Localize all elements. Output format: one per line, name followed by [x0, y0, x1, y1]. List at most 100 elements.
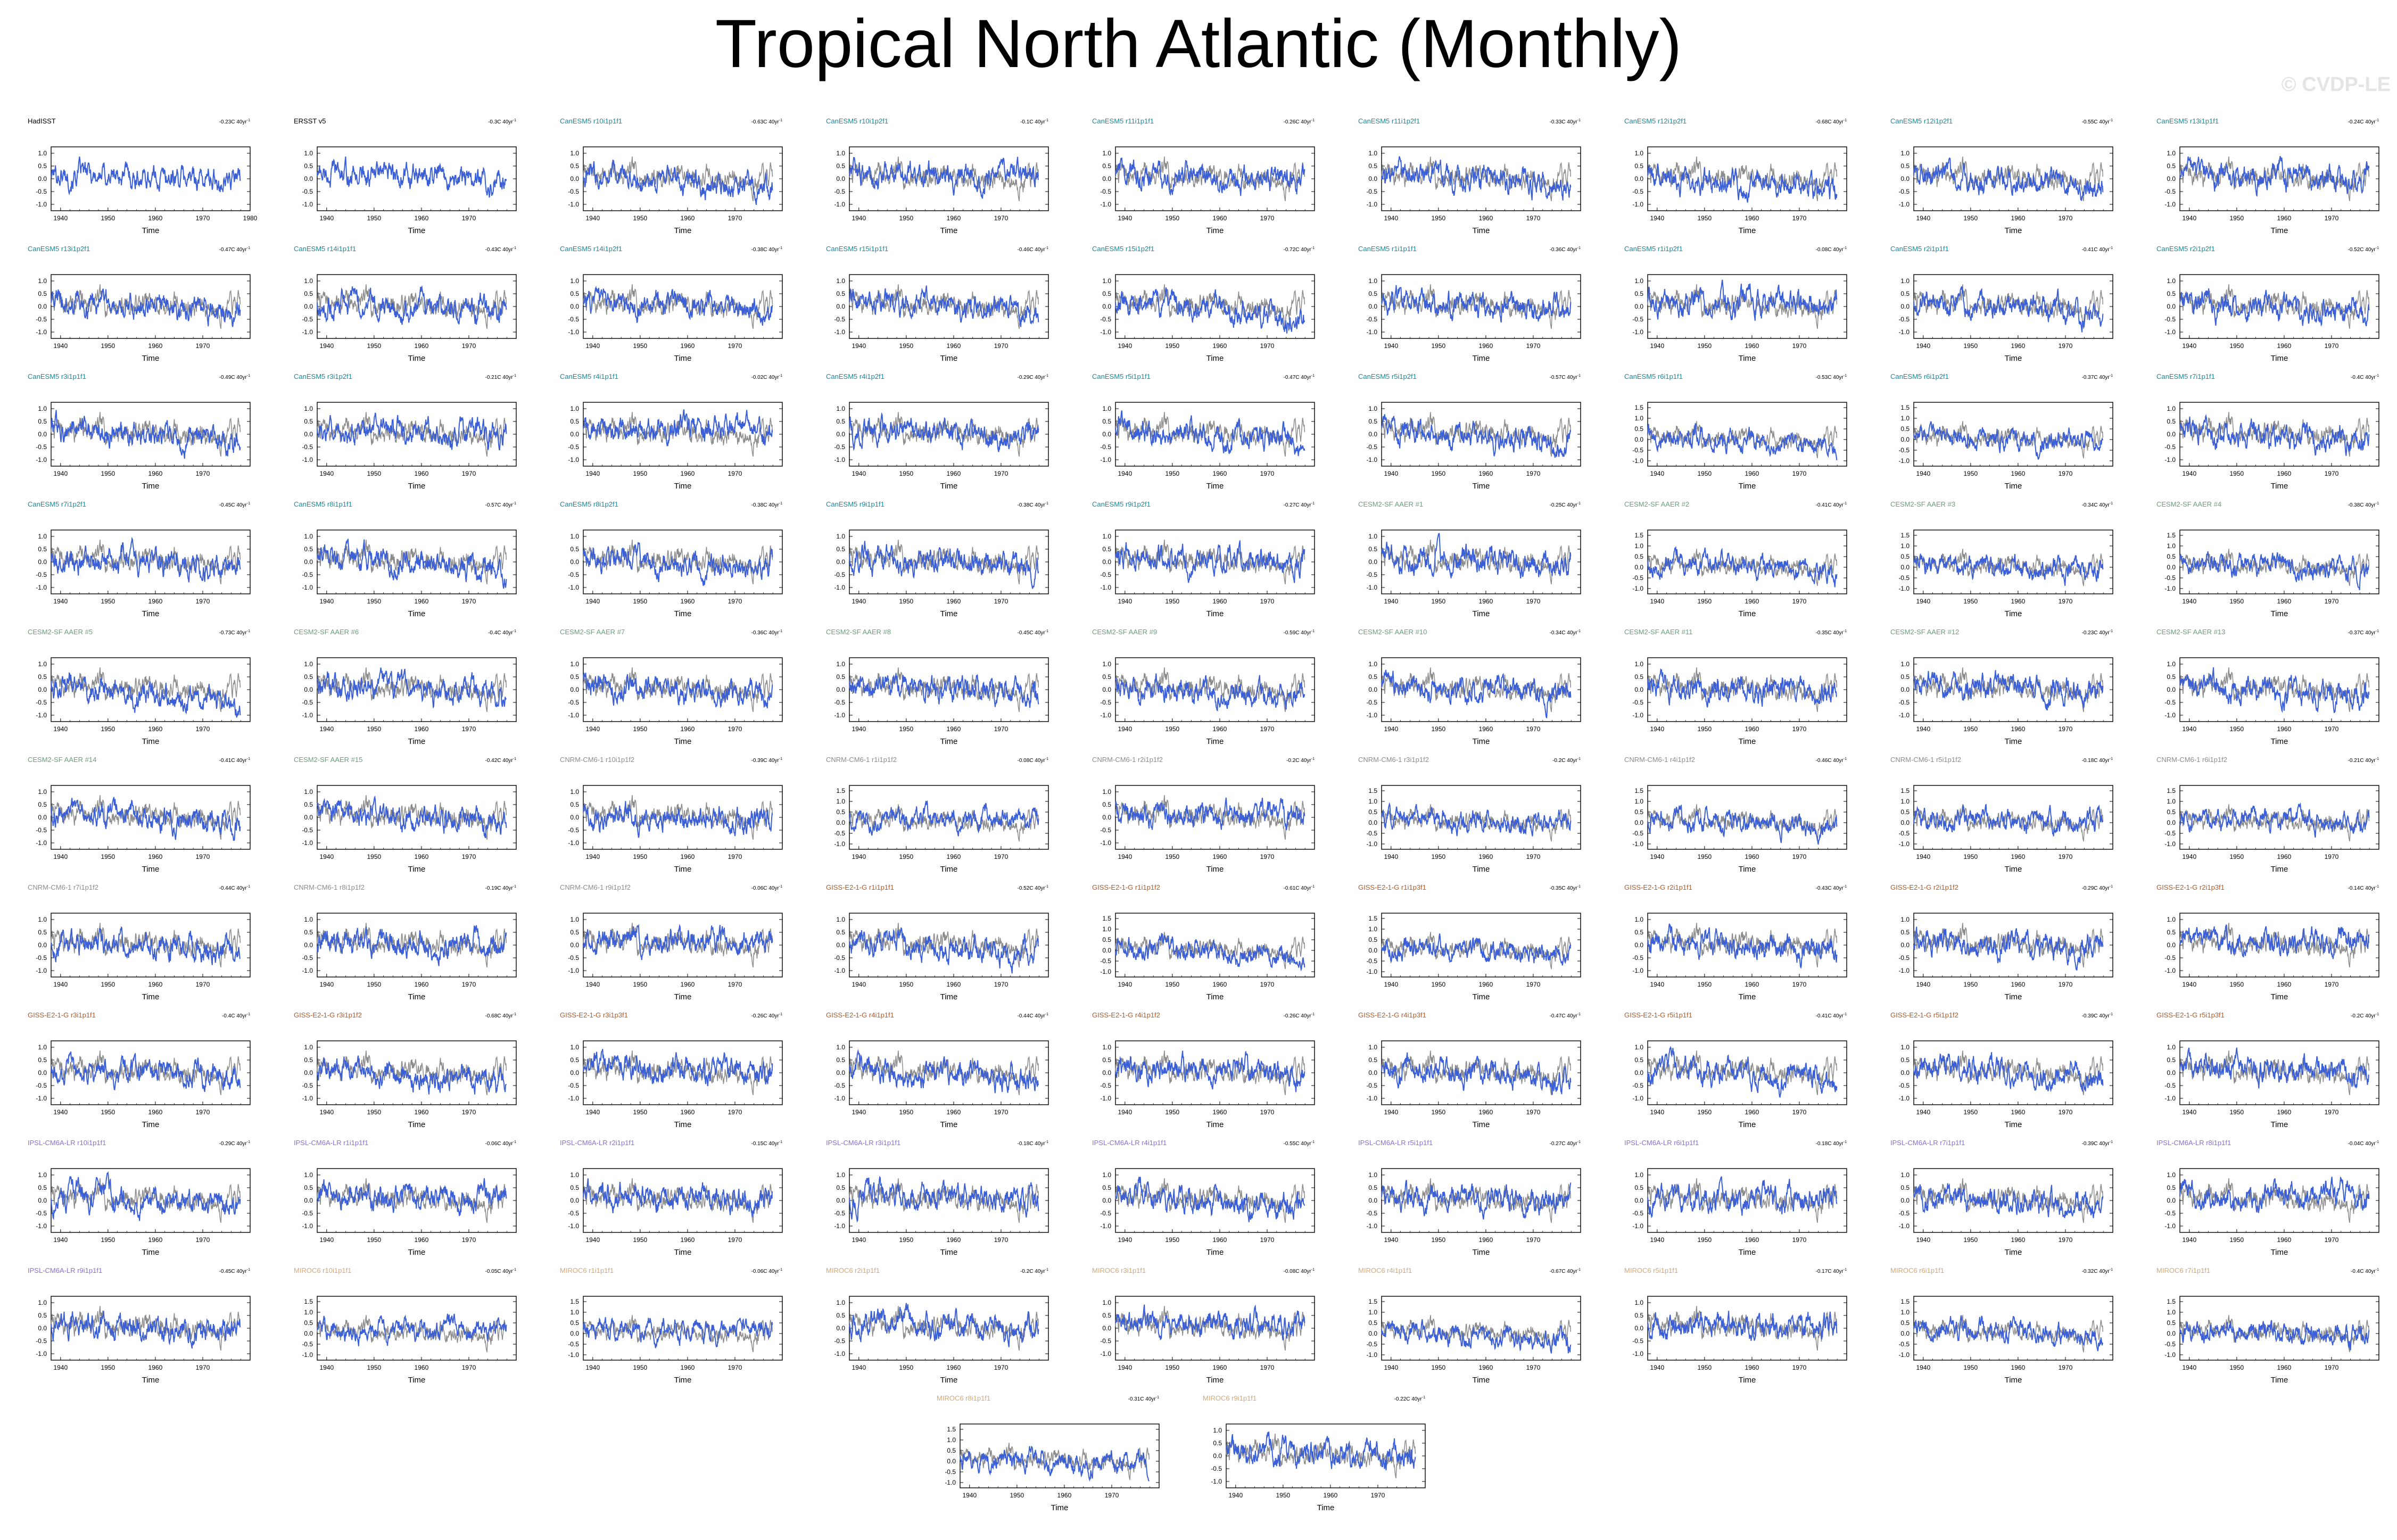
y-tick-label: 0.5: [1368, 1184, 1377, 1191]
x-axis-label: Time: [674, 609, 692, 618]
x-tick-label: 1960: [2277, 1364, 2292, 1371]
x-tick-label: 1970: [728, 214, 742, 222]
x-axis-label: Time: [940, 1120, 958, 1129]
y-tick-label: 0.5: [1900, 162, 1910, 170]
trend-superscript: -1: [2110, 374, 2113, 378]
panel: GISS-E2-1-G r4i1p3f1 -0.47C 40yr-1 1.0 0.5 0…: [1358, 1011, 1589, 1140]
trend-superscript: -1: [1577, 1013, 1581, 1016]
panel-title: CanESM5 r10i1p2f1: [826, 117, 888, 125]
model-series-line: [51, 1051, 241, 1092]
x-tick-label: 1960: [1324, 1492, 1338, 1499]
model-series-line: [1115, 1304, 1305, 1340]
panel: CanESM5 r11i1p2f1 -0.33C 40yr-1 1.0 0.5 0.0-…: [1358, 117, 1589, 246]
panel-title: GISS-E2-1-G r3i1p1f1: [28, 1011, 96, 1019]
y-tick-label: -1.0: [1632, 1095, 1643, 1102]
plot-frame: [1115, 1296, 1315, 1361]
y-tick-label: -1.0: [1898, 457, 1910, 465]
panel-title: CESM2-SF AAER #12: [1890, 628, 1959, 636]
y-tick-label: -1.0: [568, 201, 579, 208]
x-tick-label: 1940: [1384, 342, 1398, 350]
panel-title: CanESM5 r1i1p2f1: [1624, 245, 1683, 253]
panel: CanESM5 r3i1p1f1 -0.49C 40yr-1 1.0 0.5 0.0 -0…: [28, 372, 259, 501]
y-tick-label: 1.0: [1102, 1299, 1111, 1306]
x-tick-label: 1940: [1384, 1236, 1398, 1244]
x-axis-label: Time: [1473, 1376, 1490, 1385]
y-tick-label: 1.0: [1102, 1171, 1111, 1179]
panel: MIROC6 r9i1p1f1 -0.22C 40yr-1 1.0 0.5 0.0 -0.…: [1203, 1394, 1434, 1523]
x-tick-label: 1960: [947, 981, 961, 988]
panel-plot: CESM2-SF AAER #5 -0.73C 40yr-11.00.50.0-0…: [28, 628, 251, 746]
y-tick-label: -0.5: [1632, 954, 1643, 962]
y-tick-label: 0.5: [304, 929, 313, 936]
x-tick-label: 1960: [681, 470, 695, 477]
panel-title: CNRM-CM6-1 r10i1p1f2: [560, 756, 634, 764]
y-tick-label: 0.5: [2167, 162, 2176, 170]
x-tick-label: 1970: [1526, 853, 1541, 860]
trend-superscript: -1: [2376, 757, 2379, 761]
panel-plot: MIROC6 r7i1p1f1 -0.4C 40yr-11.51.00.50.0-…: [2156, 1266, 2379, 1385]
panel-trend: -0.45C 40yr-1: [219, 502, 251, 508]
x-tick-label: 1950: [1964, 1236, 1978, 1244]
x-tick-label: 1950: [1698, 1108, 1712, 1116]
x-axis-label: Time: [1473, 1248, 1490, 1257]
panel-trend: -0.08C 40yr-1: [1816, 246, 1847, 253]
y-tick-label: -1.0: [36, 328, 47, 336]
trend-superscript: -1: [1045, 1140, 1048, 1144]
x-tick-label: 1940: [852, 1364, 866, 1371]
x-axis-label: Time: [674, 1376, 692, 1385]
x-tick-label: 1960: [1213, 598, 1227, 605]
y-tick-label: 1.0: [836, 277, 845, 285]
x-tick-label: 1960: [148, 214, 163, 222]
y-tick-label: 1.0: [1634, 660, 1643, 668]
x-tick-label: 1950: [1432, 725, 1446, 733]
panel-plot: GISS-E2-1-G r3i1p1f2 -0.68C 40yr-11.00.50…: [294, 1011, 517, 1129]
x-tick-label: 1970: [1260, 214, 1275, 222]
panel-title: GISS-E2-1-G r2i1p3f1: [2156, 883, 2225, 891]
y-tick-label: 1.5: [1900, 532, 1910, 539]
x-axis-label: Time: [2005, 865, 2022, 874]
y-tick-label: -0.5: [1366, 1210, 1377, 1217]
x-tick-label: 1940: [1118, 470, 1132, 477]
panel-plot: CESM2-SF AAER #4 -0.38C 40yr-11.51.00.50.…: [2156, 500, 2379, 618]
panel-trend: -0.2C 40yr-1: [2351, 1013, 2379, 1019]
obs-series-line: [849, 804, 1039, 842]
panel: CanESM5 r3i1p2f1 -0.21C 40yr-1 1.0 0.5 0.0 -0…: [294, 372, 525, 501]
x-axis-label: Time: [408, 482, 426, 491]
x-tick-label: 1940: [585, 853, 600, 860]
y-tick-label: 1.5: [2167, 532, 2176, 539]
x-tick-label: 1950: [1432, 598, 1446, 605]
x-tick-label: 1970: [462, 342, 476, 350]
trend-superscript: -1: [1577, 885, 1581, 889]
y-tick-label: -1.0: [1100, 201, 1111, 208]
x-tick-label: 1940: [2182, 470, 2196, 477]
trend-superscript: -1: [513, 757, 516, 761]
x-axis-label: Time: [142, 992, 160, 1001]
y-tick-label: -0.5: [568, 316, 579, 323]
obs-series-line: [1381, 1178, 1572, 1223]
y-tick-label: -1.0: [1366, 201, 1377, 208]
panel-trend: -0.18C 40yr-1: [1018, 1140, 1049, 1147]
panel-title: CanESM5 r2i1p2f1: [2156, 245, 2215, 253]
panel-plot: CanESM5 r15i1p1f1 -0.46C 40yr-11.00.50.0-…: [826, 245, 1049, 363]
x-tick-label: 1950: [633, 725, 648, 733]
panel-trend: -0.52C 40yr-1: [2348, 246, 2379, 253]
x-tick-label: 1960: [2011, 470, 2026, 477]
model-series-line: [51, 672, 241, 718]
x-tick-label: 1950: [1964, 470, 1978, 477]
x-tick-label: 1950: [1698, 981, 1712, 988]
model-series-line: [1913, 1315, 2104, 1352]
y-tick-label: 0.5: [836, 545, 845, 553]
y-tick-label: -0.5: [36, 699, 47, 706]
panel-trend: -0.59C 40yr-1: [1284, 630, 1315, 636]
x-tick-label: 1970: [2059, 725, 2073, 733]
panel-plot: CanESM5 r7i1p1f1 -0.4C 40yr-11.00.50.0-0.…: [2156, 372, 2379, 491]
panel: GISS-E2-1-G r3i1p3f1 -0.26C 40yr-1 1.0 0.5 0…: [560, 1011, 791, 1140]
x-axis-label: Time: [2271, 354, 2288, 363]
x-axis-label: Time: [408, 992, 426, 1001]
x-tick-label: 1940: [852, 470, 866, 477]
x-tick-label: 1940: [1118, 1364, 1132, 1371]
panel-plot: CanESM5 r3i1p1f1 -0.49C 40yr-11.00.50.0-0…: [28, 372, 251, 491]
x-tick-label: 1940: [319, 853, 334, 860]
x-axis-label: Time: [142, 609, 160, 618]
panel-plot: MIROC6 r9i1p1f1 -0.22C 40yr-11.00.50.0-0.…: [1203, 1394, 1426, 1512]
